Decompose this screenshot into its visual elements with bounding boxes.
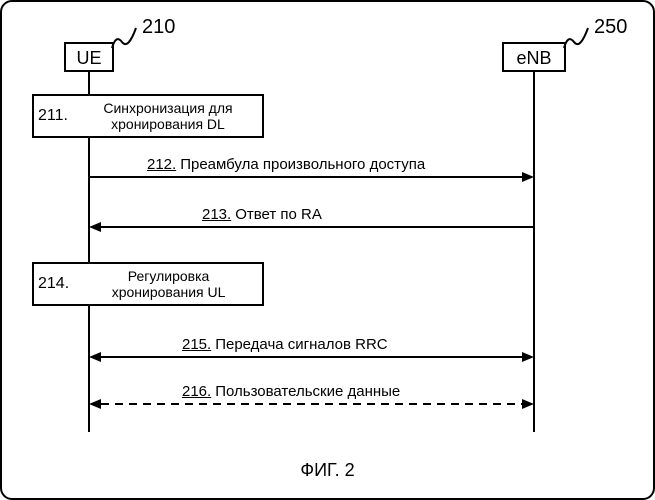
squiggle-enb <box>562 22 592 52</box>
msg-215-num: 215. <box>182 336 211 353</box>
msg-213-text: Ответ по RA <box>235 206 322 223</box>
actor-enb-box: eNB <box>502 42 566 72</box>
step-211-box: 211. Синхронизация для хронирования DL <box>32 94 264 138</box>
actor-enb-label: eNB <box>516 48 551 68</box>
msg-213-label: 213.Ответ по RA <box>202 206 322 223</box>
msg-216-label: 216.Пользовательские данные <box>182 383 400 400</box>
diagram-canvas: UE 210 eNB 250 211. Синхронизация для хр… <box>0 0 655 500</box>
actor-ue-label: UE <box>76 48 101 68</box>
msg-215-label: 215.Передача сигналов RRC <box>182 336 388 353</box>
actor-ue-box: UE <box>64 42 114 72</box>
msg-212-arrow <box>89 172 534 184</box>
msg-216-arrow <box>89 399 534 411</box>
step-214-text: Регулировка хронирования UL <box>75 268 262 300</box>
actor-ue-ref: 210 <box>142 16 175 39</box>
msg-215-arrow <box>89 352 534 364</box>
step-214-num: 214. <box>34 275 75 293</box>
msg-216-text: Пользовательские данные <box>215 383 400 400</box>
step-214-box: 214. Регулировка хронирования UL <box>32 262 264 306</box>
step-211-num: 211. <box>34 107 74 125</box>
step-211-text: Синхронизация для хронирования DL <box>74 100 262 132</box>
lifeline-enb <box>533 72 535 432</box>
msg-212-text: Преамбула произвольного доступа <box>180 156 425 173</box>
msg-212-num: 212. <box>147 156 176 173</box>
figure-caption: ФИГ. 2 <box>300 460 354 481</box>
actor-enb-ref: 250 <box>594 16 627 39</box>
msg-213-num: 213. <box>202 206 231 223</box>
squiggle-ue <box>110 22 140 52</box>
msg-215-text: Передача сигналов RRC <box>215 336 387 353</box>
msg-216-num: 216. <box>182 383 211 400</box>
msg-212-label: 212.Преамбула произвольного доступа <box>147 156 425 173</box>
msg-213-arrow <box>89 222 534 234</box>
